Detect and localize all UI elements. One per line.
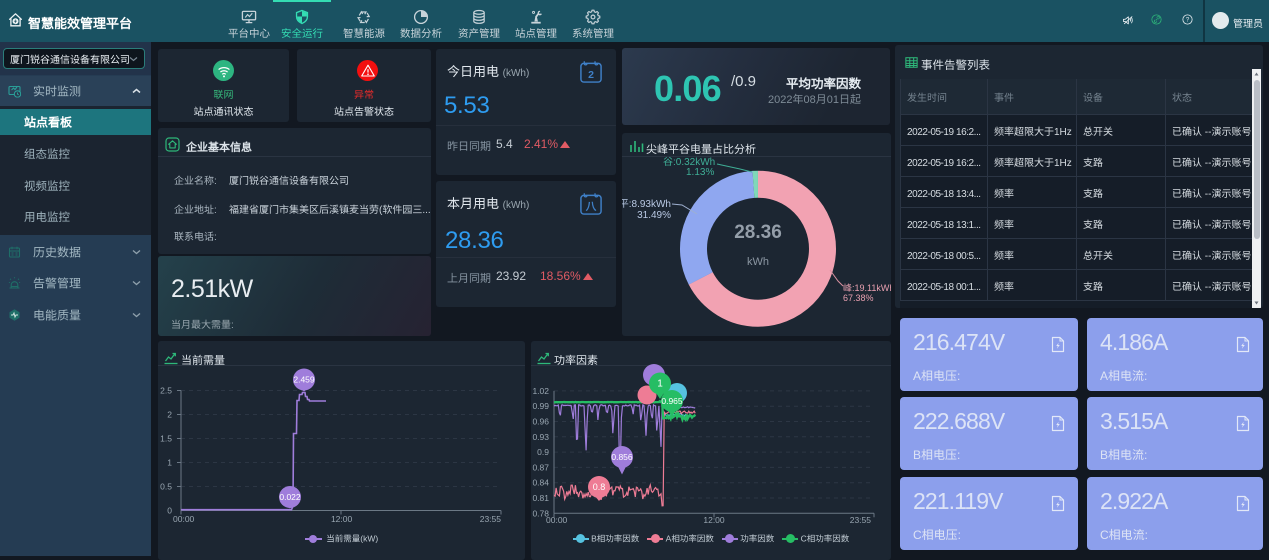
svg-text:0.78: 0.78 bbox=[532, 508, 549, 518]
svg-text:0.87: 0.87 bbox=[532, 462, 549, 472]
svg-text:1: 1 bbox=[657, 379, 663, 390]
svg-text:0.856: 0.856 bbox=[611, 452, 633, 462]
svg-text:1.02: 1.02 bbox=[532, 386, 549, 396]
svg-text:23:55: 23:55 bbox=[480, 514, 502, 524]
svg-text:2: 2 bbox=[167, 410, 172, 420]
svg-text:00:00: 00:00 bbox=[546, 515, 568, 525]
svg-text:2.459: 2.459 bbox=[293, 375, 315, 385]
svg-text:0.965: 0.965 bbox=[661, 396, 683, 406]
svg-text:2.5: 2.5 bbox=[160, 386, 172, 396]
svg-text:12:00: 12:00 bbox=[331, 514, 353, 524]
svg-text:0.93: 0.93 bbox=[532, 432, 549, 442]
svg-text:0.96: 0.96 bbox=[532, 417, 549, 427]
svg-text:0.84: 0.84 bbox=[532, 478, 549, 488]
svg-text:0.8: 0.8 bbox=[593, 482, 606, 492]
svg-text:0.022: 0.022 bbox=[279, 492, 301, 502]
svg-text:1.5: 1.5 bbox=[160, 434, 172, 444]
svg-text:12:00: 12:00 bbox=[703, 515, 725, 525]
svg-text:0.99: 0.99 bbox=[532, 401, 549, 411]
svg-text:八: 八 bbox=[585, 199, 597, 214]
svg-text:00:00: 00:00 bbox=[173, 514, 195, 524]
svg-text:1: 1 bbox=[167, 458, 172, 468]
svg-text:23:55: 23:55 bbox=[850, 515, 872, 525]
svg-text:0: 0 bbox=[167, 506, 172, 516]
svg-text:0.81: 0.81 bbox=[532, 493, 549, 503]
svg-text:2: 2 bbox=[588, 67, 594, 82]
svg-text:0.5: 0.5 bbox=[160, 482, 172, 492]
svg-text:?: ? bbox=[1186, 17, 1190, 24]
svg-text:0.9: 0.9 bbox=[537, 447, 549, 457]
